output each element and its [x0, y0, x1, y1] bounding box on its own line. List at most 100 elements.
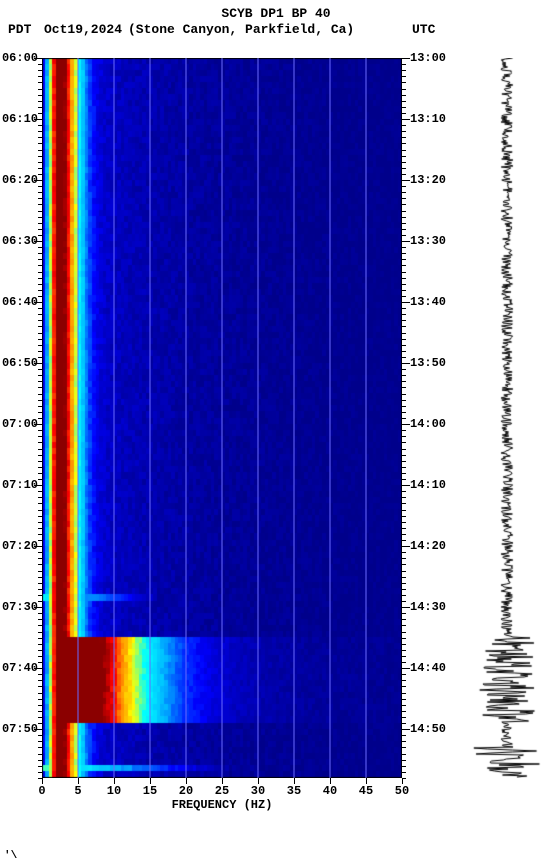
y-tick: [38, 766, 42, 767]
y-tick: [402, 729, 410, 730]
y-tick: [402, 357, 406, 358]
y-tick: [402, 278, 406, 279]
x-tick-label: 15: [143, 784, 157, 798]
y-tick: [34, 607, 42, 608]
y-tick: [402, 723, 406, 724]
y-tick-label: 13:40: [410, 295, 446, 309]
y-tick: [38, 455, 42, 456]
y-tick: [38, 339, 42, 340]
y-tick: [34, 729, 42, 730]
y-tick: [38, 272, 42, 273]
y-tick: [38, 345, 42, 346]
y-tick: [402, 82, 406, 83]
y-tick: [38, 473, 42, 474]
y-tick: [38, 638, 42, 639]
y-tick: [38, 89, 42, 90]
y-tick: [402, 485, 410, 486]
y-tick: [402, 479, 406, 480]
y-tick: [38, 64, 42, 65]
y-tick-label: 06:40: [2, 295, 38, 309]
y-tick: [38, 601, 42, 602]
y-tick: [402, 607, 410, 608]
y-tick-label: 06:30: [2, 234, 38, 248]
y-tick: [38, 686, 42, 687]
y-tick: [402, 186, 406, 187]
y-tick: [402, 320, 406, 321]
y-tick: [38, 406, 42, 407]
y-tick: [38, 253, 42, 254]
y-tick: [34, 668, 42, 669]
y-tick: [38, 711, 42, 712]
y-tick: [38, 430, 42, 431]
y-tick-label: 14:00: [410, 417, 446, 431]
y-tick: [402, 632, 406, 633]
y-tick: [402, 571, 406, 572]
spectrogram-canvas: [42, 58, 402, 778]
y-tick: [402, 70, 406, 71]
y-tick: [402, 528, 406, 529]
y-tick: [402, 461, 406, 462]
y-tick: [402, 619, 406, 620]
header-date: Oct19,2024: [44, 22, 122, 37]
y-tick: [402, 150, 406, 151]
y-tick: [402, 235, 406, 236]
y-tick: [402, 119, 410, 120]
y-tick-label: 13:30: [410, 234, 446, 248]
y-tick: [402, 473, 406, 474]
y-tick: [402, 650, 406, 651]
x-tick-label: 40: [323, 784, 337, 798]
y-tick: [38, 284, 42, 285]
y-tick: [38, 204, 42, 205]
y-tick: [402, 467, 406, 468]
y-tick: [402, 345, 406, 346]
y-tick: [34, 546, 42, 547]
y-tick: [38, 229, 42, 230]
y-tick: [402, 247, 406, 248]
y-tick: [402, 394, 406, 395]
y-tick: [38, 461, 42, 462]
y-tick: [38, 296, 42, 297]
y-tick: [402, 644, 406, 645]
y-tick: [402, 101, 406, 102]
y-tick: [402, 766, 406, 767]
y-tick: [38, 747, 42, 748]
y-tick: [402, 113, 406, 114]
y-tick: [402, 674, 406, 675]
waveform-canvas: [472, 58, 542, 778]
x-tick-label: 20: [179, 784, 193, 798]
y-tick: [38, 741, 42, 742]
y-tick: [402, 455, 406, 456]
y-tick-label: 07:30: [2, 600, 38, 614]
y-tick: [402, 95, 406, 96]
y-tick: [402, 589, 406, 590]
y-tick: [38, 223, 42, 224]
x-axis: FREQUENCY (HZ) 05101520253035404550: [42, 778, 402, 818]
y-tick: [402, 577, 406, 578]
y-tick: [38, 131, 42, 132]
spectrogram-plot: [42, 58, 402, 778]
y-tick: [38, 595, 42, 596]
y-tick: [38, 314, 42, 315]
y-tick: [38, 564, 42, 565]
header-station: (Stone Canyon, Parkfield, Ca): [128, 22, 354, 37]
y-tick: [38, 705, 42, 706]
y-tick: [402, 326, 406, 327]
y-tick-label: 14:40: [410, 661, 446, 675]
y-tick: [402, 516, 406, 517]
y-tick: [402, 747, 406, 748]
y-tick: [38, 522, 42, 523]
y-tick: [38, 369, 42, 370]
y-tick: [38, 723, 42, 724]
y-tick: [34, 363, 42, 364]
y-tick: [38, 528, 42, 529]
y-tick: [402, 662, 406, 663]
x-tick-label: 35: [287, 784, 301, 798]
y-tick: [402, 64, 406, 65]
y-tick: [38, 156, 42, 157]
y-tick-label: 13:50: [410, 356, 446, 370]
y-tick-label: 14:10: [410, 478, 446, 492]
y-tick: [402, 625, 406, 626]
y-tick: [38, 326, 42, 327]
y-tick: [38, 699, 42, 700]
y-tick: [38, 552, 42, 553]
